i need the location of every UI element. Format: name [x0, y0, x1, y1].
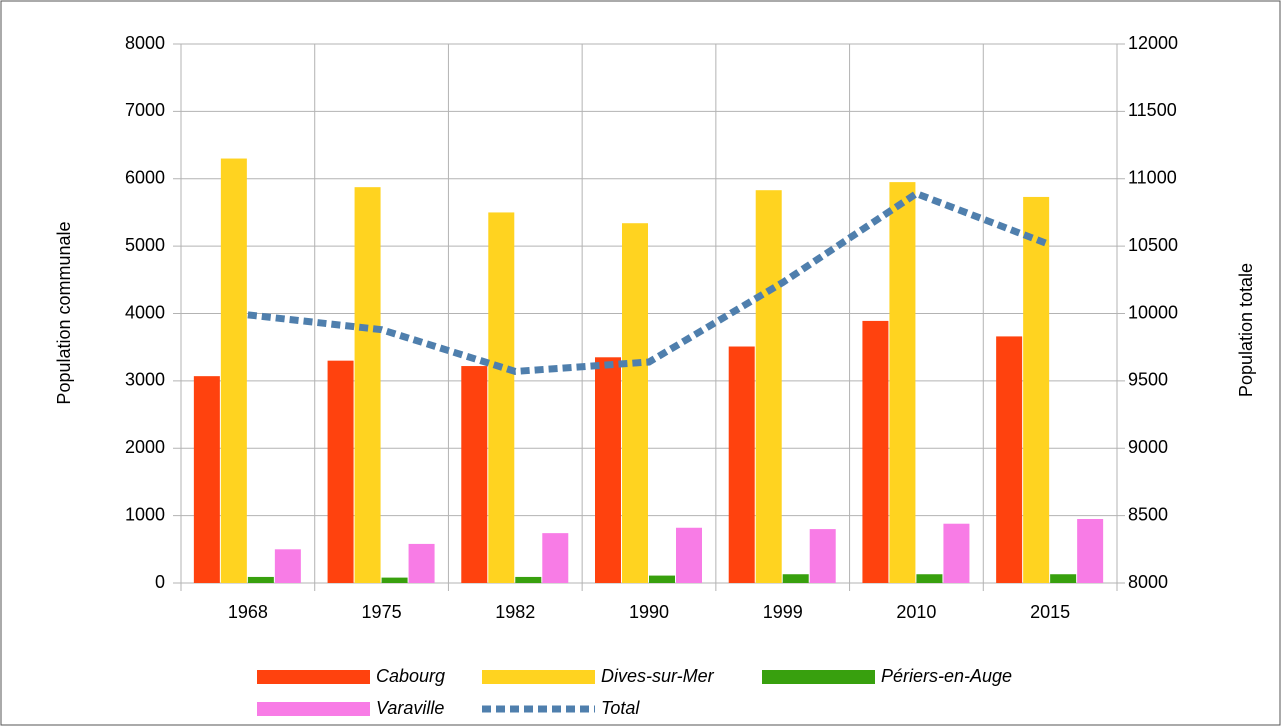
y2-tick-label: 8000: [1128, 572, 1168, 592]
bar: [1077, 518, 1104, 583]
bar: [1050, 574, 1077, 583]
y2-tick-label: 10000: [1128, 302, 1178, 322]
bar: [408, 543, 435, 583]
y-tick-label: 8000: [125, 33, 165, 53]
y2-tick-label: 12000: [1128, 33, 1178, 53]
bar: [1023, 196, 1050, 583]
y2-tick-label: 10500: [1128, 235, 1178, 255]
legend-label: Varaville: [376, 698, 444, 718]
bar: [649, 575, 675, 583]
bar: [676, 527, 702, 583]
x-tick-label: 2015: [1030, 602, 1070, 622]
bar: [515, 576, 542, 583]
y2-tick-label: 8500: [1128, 504, 1168, 524]
bar: [461, 366, 488, 583]
y2-axis-label: Population totale: [1236, 263, 1256, 397]
bar: [381, 577, 408, 583]
y2-tick-label: 11500: [1128, 100, 1177, 120]
x-tick-label: 1975: [362, 602, 402, 622]
x-tick-label: 1999: [763, 602, 803, 622]
bar: [327, 360, 354, 583]
x-tick-label: 1982: [495, 602, 535, 622]
legend-label: Dives-sur-Mer: [601, 666, 715, 686]
bar: [996, 336, 1023, 583]
bar: [488, 212, 515, 583]
x-tick-label: 1968: [228, 602, 268, 622]
y-tick-label: 5000: [125, 235, 165, 255]
line-series: [247, 189, 1052, 375]
y2-tick-label: 9000: [1128, 437, 1168, 457]
bar: [220, 158, 247, 583]
bar: [782, 574, 809, 583]
bar: [916, 574, 943, 583]
bar: [274, 549, 301, 583]
y-tick-label: 3000: [125, 370, 165, 390]
bar: [542, 533, 569, 583]
y-tick-label: 7000: [125, 100, 165, 120]
x-tick-label: 1990: [629, 602, 669, 622]
y-tick-label: 4000: [125, 302, 165, 322]
bar: [809, 529, 836, 583]
legend-label: Cabourg: [376, 666, 445, 686]
legend-swatch: [762, 670, 875, 684]
x-tick-label: 2010: [896, 602, 936, 622]
y-tick-label: 1000: [125, 504, 165, 524]
legend-label: Total: [601, 698, 640, 718]
bar: [595, 357, 621, 583]
bar: [728, 346, 755, 583]
bar: [354, 187, 381, 583]
legend-label: Périers-en-Auge: [881, 666, 1012, 686]
y-tick-label: 0: [155, 572, 165, 592]
bar: [247, 576, 274, 583]
bar: [862, 320, 889, 583]
bar: [889, 182, 916, 583]
y-axis-label: Population communale: [54, 221, 74, 404]
bar: [193, 376, 220, 583]
legend-swatch: [257, 702, 370, 716]
legend-swatch: [482, 670, 595, 684]
y-tick-label: 6000: [125, 168, 165, 188]
y2-tick-label: 11000: [1128, 168, 1177, 188]
y2-tick-label: 9500: [1128, 370, 1168, 390]
bar: [622, 223, 648, 583]
y-tick-label: 2000: [125, 437, 165, 457]
bar: [755, 190, 782, 584]
bar: [943, 523, 970, 583]
legend-swatch: [257, 670, 370, 684]
